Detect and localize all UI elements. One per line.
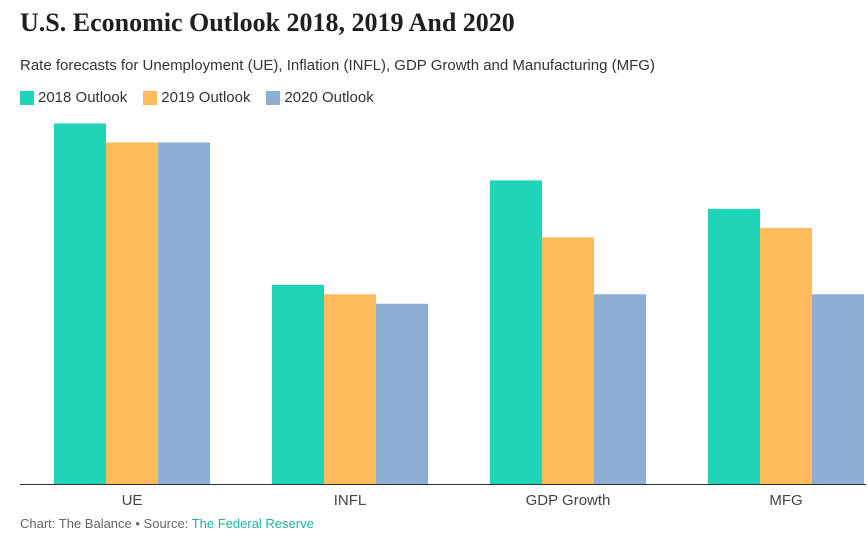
bar-ue-2019 (106, 142, 158, 484)
legend-item-2019: 2019 Outlook (143, 89, 250, 106)
legend-item-2020: 2020 Outlook (266, 89, 374, 106)
legend-label-2020: 2020 Outlook (284, 89, 374, 106)
chart-subtitle: Rate forecasts for Unemployment (UE), In… (20, 57, 655, 74)
legend-swatch-2018 (20, 90, 34, 105)
bar-mfg-2019 (760, 227, 812, 484)
chart-legend: 2018 Outlook 2019 Outlook 2020 Outlook (20, 89, 390, 106)
bar-infl-2019 (324, 294, 376, 484)
bar-ue-2018 (54, 123, 106, 484)
bar-gdp-growth-2020 (594, 294, 646, 484)
x-tick-label: INFL (334, 492, 367, 509)
footer-credit: Chart: The Balance • Source: (20, 516, 192, 531)
chart-title: U.S. Economic Outlook 2018, 2019 And 202… (20, 8, 515, 37)
chart-footer: Chart: The Balance • Source: The Federal… (20, 516, 314, 531)
legend-swatch-2019 (143, 90, 158, 105)
bar-mfg-2018 (708, 208, 760, 484)
x-tick-label: GDP Growth (526, 492, 611, 509)
legend-label-2019: 2019 Outlook (161, 89, 251, 106)
legend-swatch-2020 (266, 90, 281, 105)
bar-infl-2018 (272, 284, 324, 484)
bar-ue-2020 (158, 142, 210, 484)
legend-label-2018: 2018 Outlook (38, 89, 128, 106)
bar-gdp-growth-2019 (542, 237, 594, 484)
x-tick-label: MFG (769, 492, 802, 509)
legend-item-2018: 2018 Outlook (20, 89, 127, 106)
bar-gdp-growth-2018 (490, 180, 542, 484)
bar-infl-2020 (376, 303, 428, 484)
x-tick-label: UE (122, 492, 143, 509)
source-link[interactable]: The Federal Reserve (191, 516, 314, 531)
bar-mfg-2020 (812, 294, 864, 484)
